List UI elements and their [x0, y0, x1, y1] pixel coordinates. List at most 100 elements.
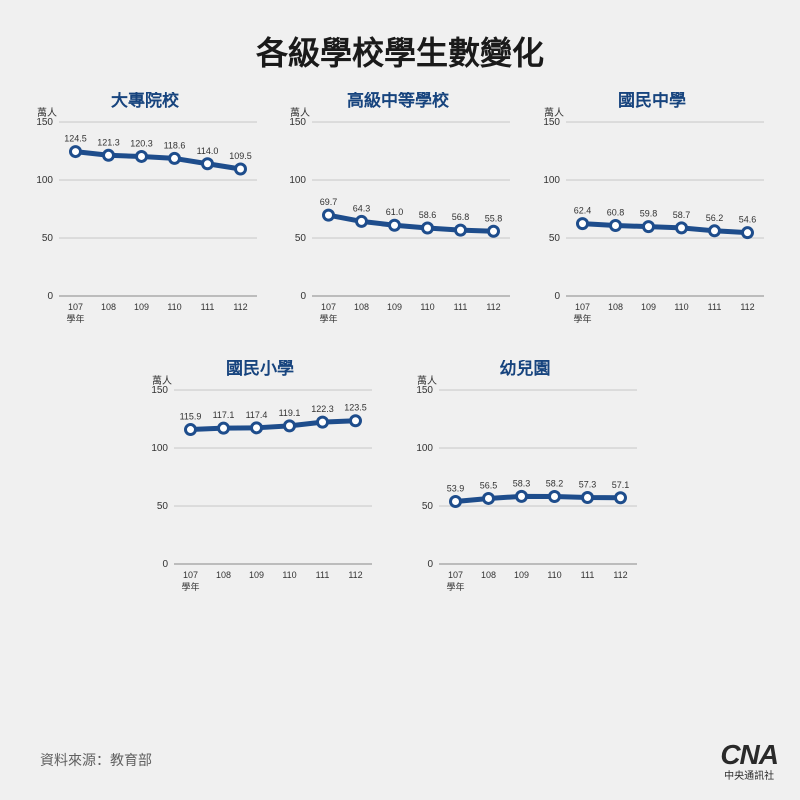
value-label: 69.7	[320, 197, 338, 207]
source-label: 資料來源：教育部	[40, 750, 152, 770]
x-tick-label: 110	[167, 302, 181, 312]
x-tick-label: 111	[201, 302, 215, 312]
main-title: 各級學校學生數變化	[0, 0, 800, 92]
data-marker	[285, 421, 295, 431]
x-tick-label: 108	[354, 302, 369, 312]
x-tick-label: 109	[641, 302, 656, 312]
value-label: 115.9	[180, 412, 202, 422]
data-marker	[451, 496, 461, 506]
value-label: 114.0	[197, 146, 219, 156]
data-marker	[357, 216, 367, 226]
value-label: 122.3	[311, 404, 334, 414]
data-marker	[456, 225, 466, 235]
x-tick-label: 112	[348, 570, 362, 580]
x-tick-label: 110	[547, 570, 561, 580]
x-axis-sublabel: 學年	[573, 313, 591, 324]
line-chart: 國民小學萬人050100150107108109110111112學年115.9…	[140, 360, 380, 600]
x-tick-label: 107	[68, 302, 83, 312]
data-marker	[517, 491, 527, 501]
data-marker	[709, 226, 719, 236]
chart-row-1: 大專院校萬人050100150107108109110111112學年124.5…	[0, 92, 800, 332]
x-tick-label: 111	[707, 302, 721, 312]
y-tick-label: 150	[151, 385, 168, 396]
y-tick-label: 0	[301, 291, 307, 302]
value-label: 124.5	[64, 134, 87, 144]
x-tick-label: 112	[487, 302, 501, 312]
y-tick-label: 50	[295, 233, 307, 244]
data-marker	[318, 417, 328, 427]
chart-panel: 大專院校萬人050100150107108109110111112學年124.5…	[25, 92, 268, 332]
value-label: 117.4	[246, 410, 268, 420]
x-tick-label: 112	[233, 302, 247, 312]
data-marker	[742, 228, 752, 238]
value-label: 61.0	[386, 207, 404, 217]
chart-panel: 幼兒園萬人050100150107108109110111112學年53.956…	[405, 360, 660, 600]
value-label: 58.6	[419, 210, 437, 220]
value-label: 118.6	[164, 140, 186, 150]
chart-title: 大專院校	[111, 92, 180, 110]
data-marker	[186, 425, 196, 435]
y-tick-label: 150	[290, 117, 307, 128]
logo-subtext: 中央通訊社	[720, 767, 778, 782]
value-label: 56.2	[705, 213, 723, 223]
data-marker	[324, 210, 334, 220]
value-label: 119.1	[279, 408, 301, 418]
value-label: 56.8	[452, 212, 470, 222]
x-tick-label: 109	[134, 302, 149, 312]
data-marker	[550, 491, 560, 501]
x-axis-sublabel: 學年	[320, 313, 338, 324]
value-label: 123.5	[344, 403, 367, 413]
y-tick-label: 50	[42, 233, 54, 244]
data-line	[582, 224, 747, 233]
value-label: 60.8	[606, 207, 624, 217]
value-label: 59.8	[639, 209, 657, 219]
chart-title: 國民中學	[618, 92, 686, 110]
y-tick-label: 100	[416, 443, 433, 454]
x-tick-label: 109	[249, 570, 264, 580]
value-label: 109.5	[229, 151, 252, 161]
value-label: 62.4	[573, 206, 591, 216]
y-tick-label: 0	[47, 291, 53, 302]
line-chart: 國民中學萬人050100150107108109110111112學年62.46…	[532, 92, 772, 332]
x-tick-label: 111	[581, 570, 595, 580]
x-tick-label: 110	[421, 302, 435, 312]
data-line	[456, 496, 621, 501]
value-label: 64.3	[353, 203, 371, 213]
data-marker	[219, 423, 229, 433]
value-label: 121.3	[97, 137, 120, 147]
x-tick-label: 108	[481, 570, 496, 580]
data-marker	[489, 226, 499, 236]
data-marker	[616, 493, 626, 503]
y-tick-label: 100	[543, 175, 560, 186]
chart-title: 幼兒園	[500, 360, 551, 378]
logo-text: CNA	[720, 742, 778, 767]
x-tick-label: 109	[387, 302, 402, 312]
line-chart: 大專院校萬人050100150107108109110111112學年124.5…	[25, 92, 265, 332]
y-tick-label: 150	[416, 385, 433, 396]
logo: CNA 中央通訊社	[720, 742, 778, 782]
value-label: 117.1	[213, 410, 235, 420]
y-tick-label: 100	[290, 175, 307, 186]
x-tick-label: 111	[454, 302, 468, 312]
y-tick-label: 0	[162, 559, 168, 570]
y-tick-label: 100	[36, 175, 53, 186]
x-tick-label: 111	[316, 570, 330, 580]
data-marker	[104, 150, 114, 160]
y-tick-label: 0	[427, 559, 433, 570]
data-marker	[610, 220, 620, 230]
value-label: 58.2	[546, 478, 564, 488]
data-marker	[577, 219, 587, 229]
chart-panel: 高級中等學校萬人050100150107108109110111112學年69.…	[278, 92, 521, 332]
y-tick-label: 0	[554, 291, 560, 302]
value-label: 58.3	[513, 478, 531, 488]
data-marker	[583, 493, 593, 503]
x-tick-label: 107	[321, 302, 336, 312]
data-marker	[676, 223, 686, 233]
chart-title: 高級中等學校	[347, 92, 450, 110]
x-tick-label: 108	[608, 302, 623, 312]
y-tick-label: 50	[422, 501, 434, 512]
x-tick-label: 108	[101, 302, 116, 312]
data-marker	[351, 416, 361, 426]
x-tick-label: 110	[282, 570, 296, 580]
data-marker	[423, 223, 433, 233]
